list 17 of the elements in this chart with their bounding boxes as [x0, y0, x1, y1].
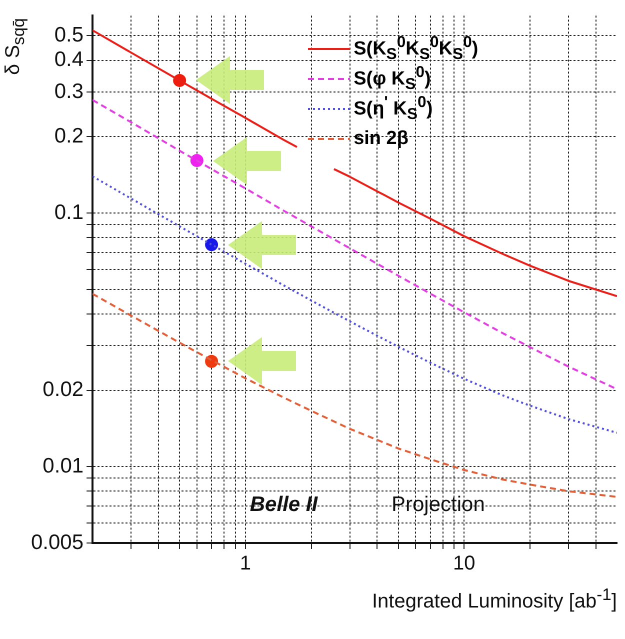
y-tick-label: 0.01 [42, 454, 84, 478]
text: S(K$_{S}$$^{0}$K$_{S}$$^{0}$K$_{S}$$^{0}$) [354, 34, 478, 63]
legend-label: S(φ K$_{S}$$^{0}$) [354, 64, 431, 93]
y-tick-label: 0.1 [54, 200, 84, 224]
y-tick-label: 0.005 [30, 530, 84, 554]
x-tick-label: 1 [240, 552, 251, 575]
y-tick-label: 0.2 [54, 124, 84, 148]
annotation: Projection [391, 492, 485, 516]
y-tick-label: 0.3 [54, 80, 84, 103]
y-tick-label: 0.5 [54, 23, 84, 46]
annotation: Belle II [250, 492, 319, 516]
y-tick-label: 0.4 [54, 48, 84, 72]
x-tick-label: 10 [453, 552, 476, 575]
y-tick-label: 0.02 [42, 378, 84, 402]
legend-label: sin 2β [354, 126, 408, 151]
legend-label: S(η$^{'}$ K$_{S}$$^{0}$) [354, 94, 433, 123]
x-axis-title: Integrated Luminosity [ab$^{-1}$] [372, 585, 617, 614]
